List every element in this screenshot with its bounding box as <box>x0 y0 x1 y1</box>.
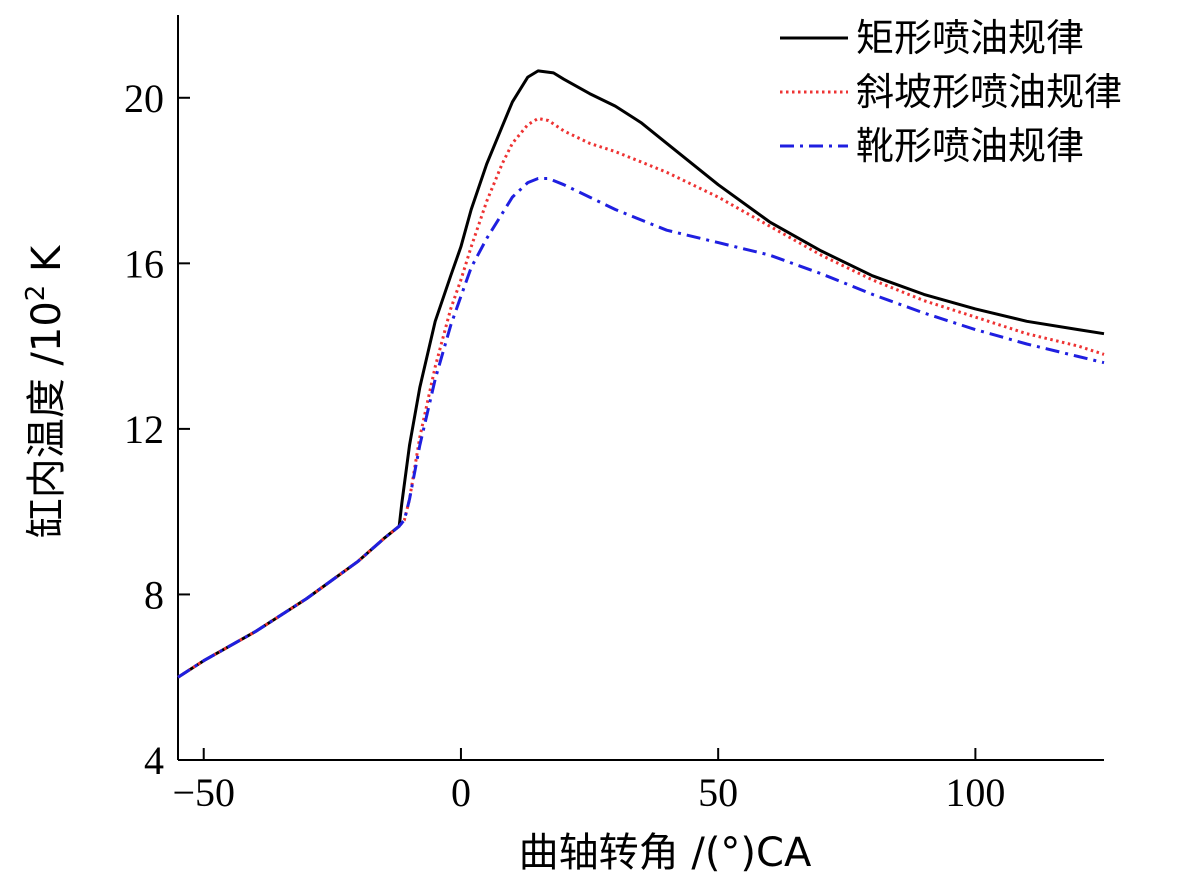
tick-labels: −50 0 50 100 4 8 12 16 20 <box>124 76 1005 815</box>
series-lines <box>177 69 1105 679</box>
series-line-3 <box>177 177 1105 679</box>
legend-label-3: 靴形喷油规律 <box>856 124 1084 168</box>
y-tick-label: 16 <box>124 241 164 286</box>
y-tick-label: 12 <box>124 407 164 452</box>
x-tick-label: 100 <box>945 770 1005 815</box>
legend-label-2: 斜坡形喷油规律 <box>856 70 1122 114</box>
y-axis-title-main: 缸内温度 /10 <box>24 301 70 538</box>
x-tick-label: −50 <box>172 770 235 815</box>
y-axis-title-unit: K <box>24 244 70 285</box>
x-tick-label: 50 <box>698 770 738 815</box>
y-axis-title: 缸内温度 /102 K <box>21 244 70 538</box>
x-tick-label: 0 <box>451 770 471 815</box>
y-tick-label: 20 <box>124 76 164 121</box>
legend-label-1: 矩形喷油规律 <box>856 16 1084 60</box>
series-line-2 <box>177 117 1105 679</box>
y-axis-title-exponent: 2 <box>21 285 51 302</box>
x-axis-title: 曲轴转角 /(°)CA <box>519 830 812 876</box>
y-tick-label: 8 <box>144 572 164 617</box>
y-tick-label: 4 <box>144 738 164 783</box>
axes <box>177 15 1104 761</box>
